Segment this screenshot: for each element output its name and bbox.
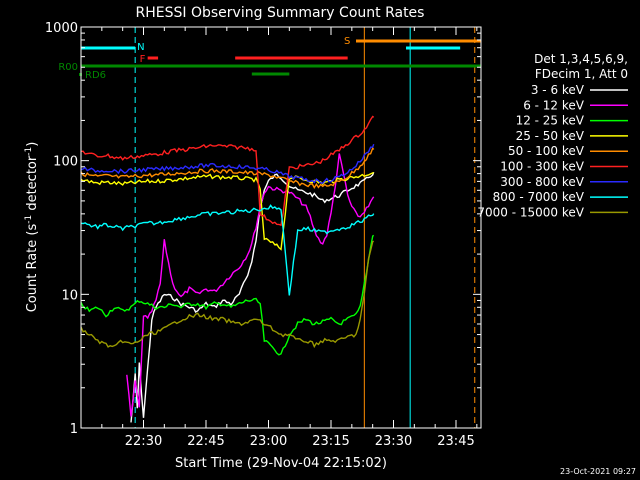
flare-label: F <box>140 54 146 65</box>
legend-label: 6 - 12 keV <box>523 98 585 112</box>
series-line <box>81 240 375 349</box>
y-tick-label: 1 <box>70 422 78 437</box>
y-label-main: Count Rate (s <box>25 224 40 313</box>
y-axis: 1 10 100 1000 <box>45 21 481 437</box>
s-label: S <box>344 36 350 47</box>
x-tick-label: 23:00 <box>250 434 287 449</box>
series-line <box>81 146 375 189</box>
legend-label: 25 - 50 keV <box>516 129 585 143</box>
series-line <box>81 171 374 251</box>
x-tick-label: 23:30 <box>375 434 412 449</box>
y-label-sup2: -1 <box>24 147 34 156</box>
series-line <box>126 153 375 417</box>
rd6-label: RD6 <box>85 70 106 81</box>
x-axis: 22:30 22:45 23:00 23:15 23:30 23:45 <box>80 27 478 449</box>
legend-label: 100 - 300 keV <box>500 160 584 174</box>
rate-control-label: R00 <box>58 62 78 73</box>
saa-label: N <box>137 42 144 53</box>
y-tick-label: 100 <box>53 155 78 170</box>
y-tick-label: 10 <box>61 288 78 303</box>
series-layer <box>81 115 375 423</box>
plot-area: NF S R00 RD6 <box>58 26 482 429</box>
x-tick-label: 22:45 <box>187 434 224 449</box>
series-line <box>81 204 375 296</box>
legend-label: 7000 - 15000 keV <box>477 205 584 219</box>
footer-timestamp: 23-Oct-2021 09:27 <box>560 467 636 476</box>
legend-label: 800 - 7000 keV <box>493 190 585 204</box>
legend-header-line-2: FDecim 1, Att 0 <box>535 67 628 81</box>
y-label-sup1: -1 <box>24 215 34 224</box>
legend-label: 50 - 100 keV <box>508 144 585 158</box>
legend-label: 300 - 800 keV <box>500 175 584 189</box>
series-line <box>81 115 375 227</box>
plot-frame <box>80 26 482 429</box>
legend-label: 3 - 6 keV <box>531 83 585 97</box>
legend: Det 1,3,4,5,6,9, FDecim 1, Att 0 3 - 6 k… <box>477 52 628 219</box>
series-line <box>81 234 375 356</box>
chart-title: RHESSI Observing Summary Count Rates <box>136 5 425 21</box>
x-axis-label: Start Time (29-Nov-04 22:15:02) <box>175 456 387 471</box>
legend-header-line-1: Det 1,3,4,5,6,9, <box>534 52 628 66</box>
x-tick-label: 22:30 <box>125 434 162 449</box>
x-tick-label: 23:15 <box>312 434 349 449</box>
legend-label: 12 - 25 keV <box>516 114 585 128</box>
y-label-mid: detector <box>25 155 40 215</box>
x-tick-label: 23:45 <box>437 434 474 449</box>
y-label-end: ) <box>25 142 40 147</box>
series-line <box>81 143 375 185</box>
y-axis-label: Count Rate (s-1 detector-1) <box>24 142 40 313</box>
overlay-layer: NF S R00 RD6 <box>58 27 481 428</box>
y-tick-label: 1000 <box>45 21 78 36</box>
